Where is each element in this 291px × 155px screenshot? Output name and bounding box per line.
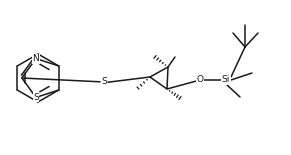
Text: N: N bbox=[33, 54, 39, 63]
Text: S: S bbox=[33, 93, 39, 102]
Text: Si: Si bbox=[222, 75, 230, 84]
Text: O: O bbox=[196, 75, 203, 84]
Text: S: S bbox=[101, 78, 107, 86]
